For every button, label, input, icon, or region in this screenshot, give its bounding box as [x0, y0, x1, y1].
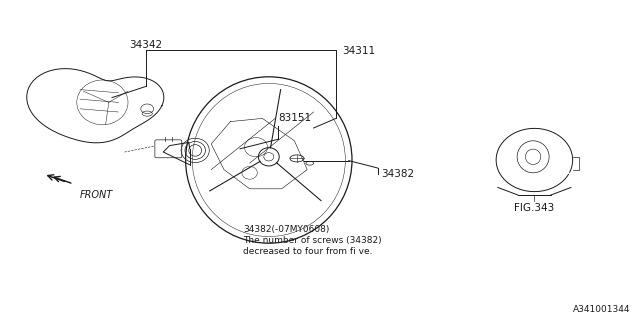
- Text: 34311: 34311: [342, 46, 376, 56]
- Text: 34382: 34382: [381, 169, 414, 180]
- Text: FIG.343: FIG.343: [515, 203, 554, 213]
- Text: 34382(-07MY0608): 34382(-07MY0608): [243, 225, 330, 234]
- Text: FRONT: FRONT: [80, 190, 113, 200]
- Text: decreased to four from fi ve.: decreased to four from fi ve.: [243, 247, 372, 256]
- Text: 34342: 34342: [129, 40, 163, 50]
- Text: 83151: 83151: [278, 113, 312, 123]
- Text: A341001344: A341001344: [573, 305, 630, 314]
- Text: The number of screws (34382): The number of screws (34382): [243, 236, 382, 245]
